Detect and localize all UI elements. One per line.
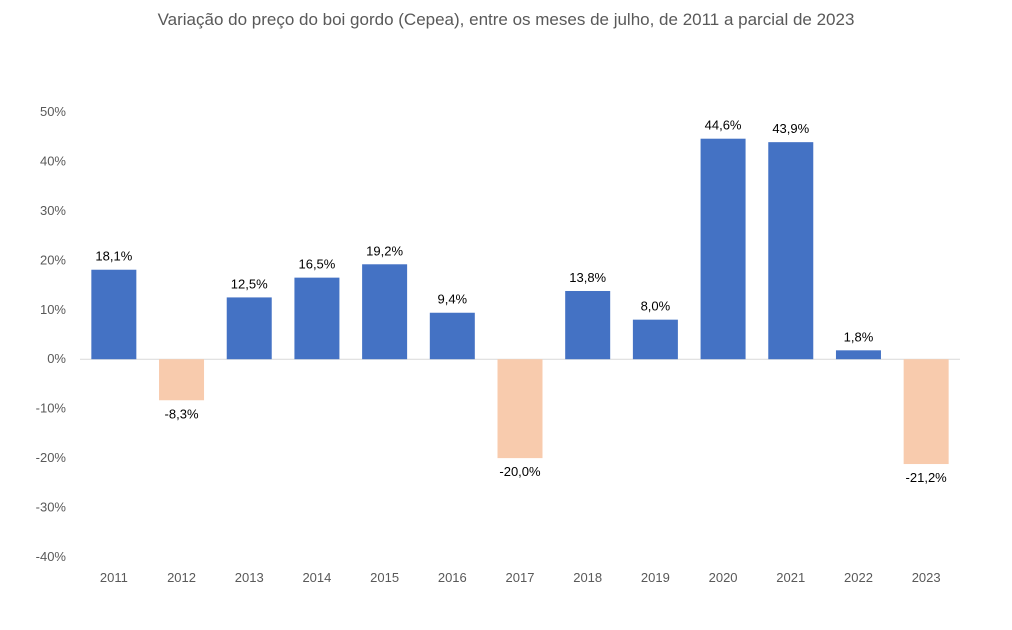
y-tick-label: 50% <box>40 104 66 119</box>
y-tick-label: -30% <box>36 500 67 515</box>
x-tick-label-2016: 2016 <box>438 570 467 585</box>
x-tick-label-2014: 2014 <box>302 570 331 585</box>
data-label-2014: 16,5% <box>298 257 335 272</box>
x-tick-label-2022: 2022 <box>844 570 873 585</box>
data-label-2023: -21,2% <box>906 470 948 485</box>
chart-title: Variação do preço do boi gordo (Cepea), … <box>157 10 855 29</box>
bar-2020 <box>700 138 746 360</box>
bar-2015 <box>362 264 408 360</box>
bar-2023 <box>903 359 949 465</box>
data-label-2019: 8,0% <box>641 299 671 314</box>
bar-2019 <box>632 319 678 360</box>
bar-2012 <box>159 359 205 401</box>
bar-2017 <box>497 359 543 459</box>
bar-2021 <box>768 142 814 360</box>
x-tick-label-2015: 2015 <box>370 570 399 585</box>
bar-2011 <box>91 269 137 360</box>
x-tick-label-2017: 2017 <box>506 570 535 585</box>
data-label-2012: -8,3% <box>165 406 199 421</box>
x-tick-label-2013: 2013 <box>235 570 264 585</box>
y-tick-label: -40% <box>36 549 67 564</box>
bar-2016 <box>429 312 475 360</box>
x-tick-label-2019: 2019 <box>641 570 670 585</box>
data-label-2021: 43,9% <box>772 121 809 136</box>
bar-2013 <box>226 297 272 360</box>
y-tick-label: 20% <box>40 252 66 267</box>
data-label-2020: 44,6% <box>705 118 742 133</box>
data-label-2015: 19,2% <box>366 243 403 258</box>
bar-2014 <box>294 277 340 360</box>
x-tick-label-2018: 2018 <box>573 570 602 585</box>
x-tick-label-2012: 2012 <box>167 570 196 585</box>
y-tick-label: -10% <box>36 401 67 416</box>
data-label-2013: 12,5% <box>231 276 268 291</box>
y-tick-label: -20% <box>36 450 67 465</box>
data-label-2022: 1,8% <box>844 329 874 344</box>
y-tick-label: 40% <box>40 153 66 168</box>
x-tick-label-2011: 2011 <box>100 570 128 585</box>
data-label-2011: 18,1% <box>95 249 132 264</box>
x-tick-label-2023: 2023 <box>912 570 941 585</box>
x-tick-label-2021: 2021 <box>776 570 805 585</box>
bar-2022 <box>835 350 881 360</box>
y-tick-label: 10% <box>40 302 66 317</box>
bar-2018 <box>565 290 611 360</box>
x-tick-label-2020: 2020 <box>709 570 738 585</box>
data-label-2017: -20,0% <box>499 464 541 479</box>
y-tick-label: 0% <box>47 351 66 366</box>
y-tick-label: 30% <box>40 203 66 218</box>
data-label-2016: 9,4% <box>437 292 467 307</box>
data-label-2018: 13,8% <box>569 270 606 285</box>
